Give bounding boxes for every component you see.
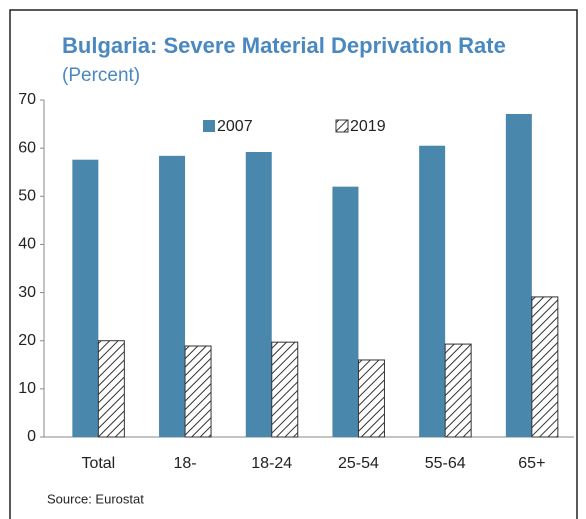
- chart-subtitle: (Percent): [62, 65, 140, 86]
- bar: [531, 296, 559, 438]
- bar: [271, 341, 299, 438]
- bar: [419, 145, 446, 437]
- bar: [505, 113, 532, 437]
- y-tick-label: 30: [18, 284, 36, 301]
- legend-label: 2019: [350, 118, 386, 135]
- y-tick-label: 60: [18, 139, 36, 156]
- bar: [184, 345, 212, 438]
- bar: [159, 155, 186, 438]
- bar: [444, 343, 472, 438]
- x-tick-label: 18-24: [251, 455, 292, 472]
- chart-title: Bulgaria: Severe Material Deprivation Ra…: [62, 33, 506, 58]
- frame: [9, 9, 578, 519]
- bar: [332, 186, 359, 437]
- source: Source: Eurostat: [47, 491, 144, 506]
- x-tick-label: 55-64: [425, 455, 466, 472]
- legend-label: 2007: [217, 118, 253, 135]
- y-tick-label: 0: [27, 428, 36, 445]
- y-tick-label: 70: [18, 91, 36, 108]
- bar: [357, 359, 385, 438]
- y-tick-label: 40: [18, 236, 36, 253]
- legend-swatch: [335, 119, 349, 133]
- bar: [97, 340, 125, 438]
- bar: [72, 159, 99, 437]
- x-tick-label: 25-54: [338, 455, 379, 472]
- x-tick-label: 18-: [173, 455, 196, 472]
- x-tick-label: 65+: [518, 455, 545, 472]
- y-tick-label: 20: [18, 332, 36, 349]
- y-tick-label: 10: [18, 380, 36, 397]
- x-tick-label: Total: [81, 455, 115, 472]
- bar: [245, 151, 272, 437]
- y-tick-label: 50: [18, 188, 36, 205]
- legend-swatch: [203, 120, 215, 132]
